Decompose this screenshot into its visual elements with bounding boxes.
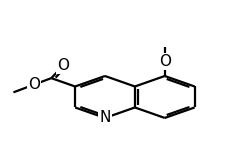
Text: O: O xyxy=(159,54,171,69)
Text: N: N xyxy=(99,111,111,125)
Text: O: O xyxy=(58,58,70,73)
Text: O: O xyxy=(28,77,40,92)
